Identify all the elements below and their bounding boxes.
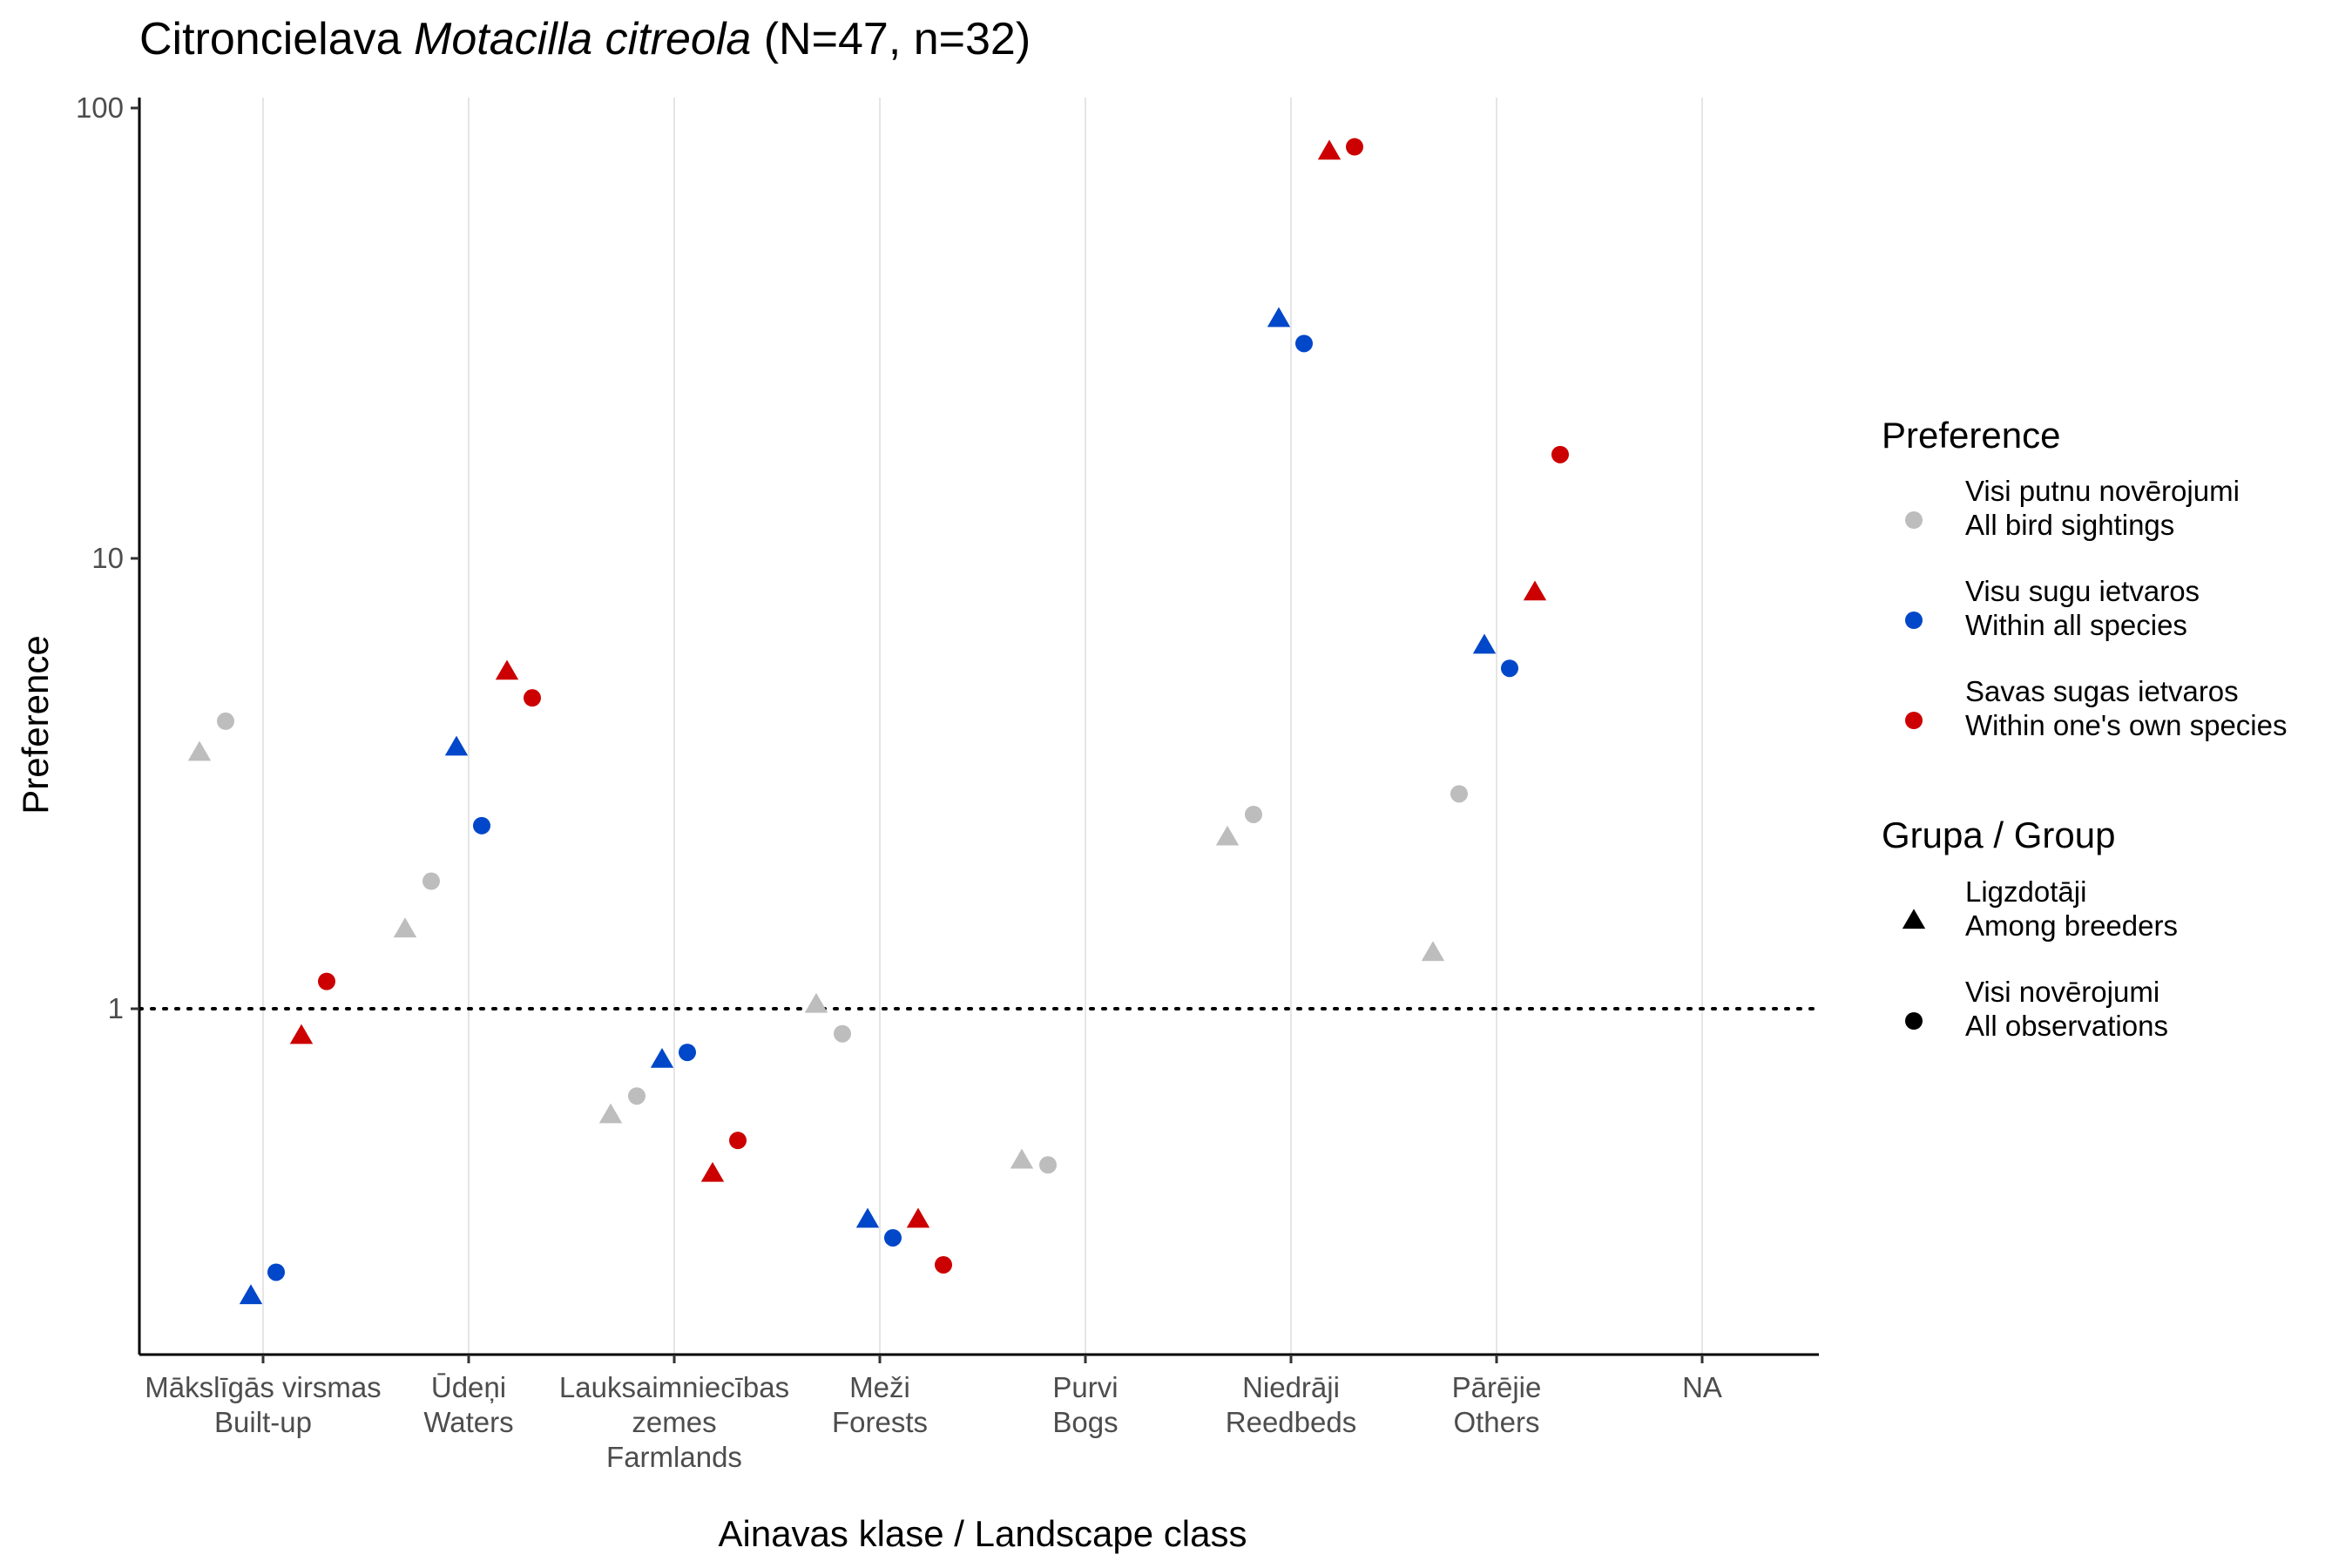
data-points xyxy=(187,138,1569,1305)
data-point-circle xyxy=(1245,805,1262,823)
legend-label: All observations xyxy=(1965,1010,2168,1042)
data-point-triangle xyxy=(1267,307,1291,328)
x-tick-label: Purvi xyxy=(1052,1371,1118,1403)
legend-key-circle xyxy=(1905,511,1923,529)
data-point-triangle xyxy=(650,1048,674,1068)
y-tick-label: 10 xyxy=(91,542,124,574)
data-point-circle xyxy=(679,1044,696,1062)
data-point-circle xyxy=(935,1255,952,1274)
legend-label: Visi putnu novērojumi xyxy=(1965,475,2240,507)
x-tick-label: Forests xyxy=(832,1406,928,1438)
data-point-circle xyxy=(1295,335,1313,353)
legend: Preference Grupa / Group Visi putnu novē… xyxy=(1882,415,2287,1042)
legend-label: Within all species xyxy=(1965,609,2187,641)
data-point-circle xyxy=(524,689,541,707)
data-point-circle xyxy=(884,1228,902,1247)
gridlines xyxy=(262,98,1703,1355)
x-tick-label: Mākslīgās virsmas xyxy=(145,1371,381,1403)
data-point-triangle xyxy=(187,740,212,761)
legend-title-preference: Preference xyxy=(1882,415,2060,456)
x-tick-label: Built-up xyxy=(214,1406,312,1438)
x-tick-label: Waters xyxy=(423,1406,513,1438)
x-tick-label: Meži xyxy=(849,1371,910,1403)
data-point-triangle xyxy=(1421,941,1445,962)
chart-title: Citroncielava Motacilla citreola (N=47, … xyxy=(139,14,1031,64)
y-tick-labels: 1 10 100 xyxy=(76,91,139,1024)
data-point-triangle xyxy=(393,917,417,938)
data-point-triangle xyxy=(1010,1148,1034,1169)
data-point-circle xyxy=(217,712,234,730)
x-tick-label: Reedbeds xyxy=(1226,1406,1356,1438)
data-point-triangle xyxy=(804,992,828,1013)
x-tick-label: NA xyxy=(1682,1371,1722,1403)
data-point-circle xyxy=(1346,138,1363,156)
y-tick-label: 1 xyxy=(108,992,124,1024)
legend-label: Visu sugu ietvaros xyxy=(1965,575,2200,607)
data-point-circle xyxy=(1551,445,1569,463)
legend-label: Among breeders xyxy=(1965,909,2178,942)
data-point-triangle xyxy=(906,1207,930,1228)
x-tick-label: Bogs xyxy=(1052,1406,1118,1438)
x-tick-label: Niedrāji xyxy=(1242,1371,1340,1403)
data-point-circle xyxy=(267,1263,285,1281)
x-tick-label: Ūdeņi xyxy=(431,1371,506,1403)
data-point-triangle xyxy=(1472,633,1497,654)
x-tick-label: Lauksaimniecības xyxy=(559,1371,789,1403)
legend-label: Ligzdotāji xyxy=(1965,875,2086,908)
legend-label: Visi novērojumi xyxy=(1965,976,2159,1008)
data-point-circle xyxy=(473,816,490,835)
legend-key-circle xyxy=(1905,712,1923,729)
x-axis-title: Ainavas klase / Landscape class xyxy=(718,1513,1247,1554)
data-point-circle xyxy=(729,1132,747,1150)
data-point-triangle xyxy=(855,1207,880,1228)
data-point-triangle xyxy=(1317,139,1342,160)
x-tick-label: Others xyxy=(1453,1406,1539,1438)
data-point-circle xyxy=(1039,1156,1057,1174)
legend-title-group: Grupa / Group xyxy=(1882,814,2115,855)
legend-key-triangle xyxy=(1902,909,1926,929)
legend-key-circle xyxy=(1905,1012,1923,1030)
data-point-triangle xyxy=(700,1161,725,1182)
data-point-triangle xyxy=(1523,580,1547,601)
legend-label: Savas sugas ietvaros xyxy=(1965,675,2239,707)
legend-label: Within one's own species xyxy=(1965,709,2287,741)
data-point-circle xyxy=(628,1087,645,1105)
legend-key-circle xyxy=(1905,612,1923,629)
data-point-triangle xyxy=(289,1024,314,1044)
x-tick-label: Farmlands xyxy=(606,1441,742,1473)
data-point-circle xyxy=(318,972,335,990)
data-point-triangle xyxy=(444,735,469,756)
y-tick-label: 100 xyxy=(76,91,124,124)
data-point-triangle xyxy=(239,1284,263,1305)
legend-label: All bird sightings xyxy=(1965,509,2174,541)
data-point-circle xyxy=(422,872,440,890)
data-point-triangle xyxy=(1215,825,1240,846)
y-axis-title: Preference xyxy=(15,635,56,814)
data-point-circle xyxy=(834,1024,851,1043)
x-tick-label: Pārējie xyxy=(1452,1371,1542,1403)
x-tick-label: zemes xyxy=(632,1406,716,1438)
data-point-circle xyxy=(1501,659,1518,678)
data-point-triangle xyxy=(598,1103,623,1124)
axes xyxy=(138,98,1819,1356)
data-point-triangle xyxy=(495,659,519,680)
data-point-circle xyxy=(1450,785,1468,803)
